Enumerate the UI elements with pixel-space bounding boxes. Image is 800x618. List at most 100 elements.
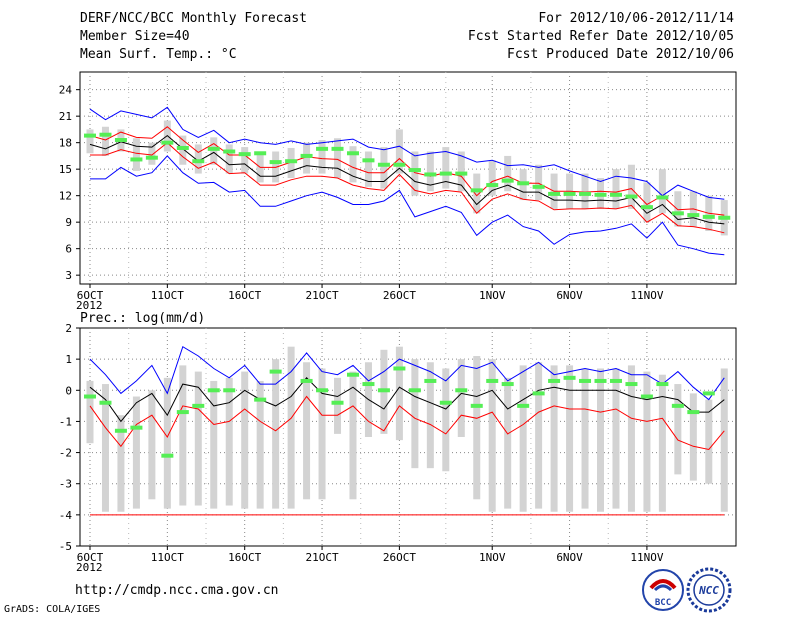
observation-mark	[408, 388, 421, 393]
x-tick-label: 26OCT	[383, 551, 416, 564]
ensemble-box	[210, 380, 218, 509]
observation-mark	[346, 372, 359, 377]
ensemble-box	[86, 380, 94, 444]
ensemble-box	[643, 182, 651, 223]
observation-mark	[269, 160, 282, 165]
observation-mark	[408, 168, 421, 173]
ensemble-box	[395, 346, 403, 441]
ensemble-box	[597, 368, 605, 512]
observation-mark	[316, 146, 329, 151]
ensemble-box	[473, 356, 481, 500]
ensemble-box	[674, 384, 682, 475]
observation-mark	[176, 145, 189, 150]
observation-mark	[238, 152, 251, 157]
observation-mark	[145, 155, 158, 160]
observation-mark	[424, 378, 437, 383]
series-line-lower	[89, 395, 725, 451]
observation-mark	[331, 146, 344, 151]
observation-mark	[84, 133, 96, 138]
x-tick-label: 11OCT	[151, 551, 184, 564]
observation-mark	[161, 453, 174, 458]
ensemble-box	[705, 399, 713, 484]
series-line-mean	[89, 377, 725, 423]
observation-mark	[625, 382, 638, 387]
y-tick-label: 2	[65, 322, 72, 335]
observation-mark	[548, 191, 561, 196]
x-tick-label: 1NOV	[479, 551, 506, 564]
x-tick-label: 6NOV	[556, 289, 583, 302]
chart-title: DERF/NCC/BCC Monthly Forecast	[80, 11, 307, 26]
ensemble-box	[194, 371, 202, 506]
observation-mark	[640, 205, 653, 210]
observation-mark	[671, 403, 684, 408]
ensemble-box	[179, 135, 187, 165]
observation-mark	[486, 183, 499, 188]
x-tick-label: 6OCT	[77, 551, 104, 564]
observation-mark	[254, 151, 267, 156]
observation-mark	[84, 394, 96, 399]
observation-mark	[563, 375, 576, 380]
observation-mark	[161, 140, 174, 145]
forecast-period: For 2012/10/06-2012/11/14	[538, 11, 734, 26]
bcc-logo-text: BCC	[655, 598, 671, 608]
observation-mark	[424, 172, 437, 177]
y-tick-label: 3	[65, 269, 72, 282]
ensemble-box	[643, 371, 651, 512]
y-tick-label: 1	[65, 353, 72, 366]
ensemble-box	[148, 390, 156, 500]
ensemble-box	[210, 137, 218, 165]
observation-mark	[501, 382, 514, 387]
ensemble-box	[303, 142, 311, 174]
ensemble-box	[457, 359, 465, 437]
observation-mark	[269, 369, 282, 374]
x-tick-label: 26OCT	[383, 289, 416, 302]
series-line-upper-red	[89, 126, 725, 216]
fcst-produced-date: Fcst Produced Date 2012/10/06	[507, 47, 734, 62]
ensemble-box	[411, 359, 419, 469]
ensemble-box	[395, 129, 403, 174]
ensemble-box	[442, 147, 450, 189]
ensemble-box	[488, 160, 496, 196]
plot-frame	[79, 71, 737, 285]
observation-mark	[532, 391, 545, 396]
x-tick-label: 21OCT	[305, 289, 338, 302]
observation-mark	[594, 192, 607, 197]
ensemble-box	[612, 368, 620, 509]
observation-mark	[687, 410, 700, 415]
observation-mark	[99, 400, 112, 405]
y-tick-label: 15	[59, 163, 72, 176]
observation-mark	[316, 388, 329, 393]
series-line-lower	[90, 142, 725, 234]
ensemble-box	[566, 365, 574, 512]
ensemble-box	[272, 359, 280, 509]
observation-mark	[393, 162, 406, 167]
y-tick-label: 21	[59, 110, 72, 123]
ensemble-box	[303, 362, 311, 500]
observation-mark	[300, 153, 313, 158]
ensemble-box	[535, 362, 543, 509]
observation-mark	[207, 388, 220, 393]
observation-mark	[671, 211, 684, 216]
member-size: Member Size=40	[80, 29, 190, 44]
observation-mark	[300, 378, 313, 383]
observation-mark	[285, 159, 298, 164]
ensemble-box	[101, 126, 109, 156]
observation-mark	[114, 138, 127, 143]
x-tick-label: 21OCT	[305, 551, 338, 564]
x-tick-label: 11NOV	[630, 289, 663, 302]
ensemble-box	[519, 365, 527, 512]
observation-mark	[656, 195, 669, 200]
y-tick-label: -3	[59, 478, 72, 491]
ensemble-box	[612, 169, 620, 209]
ensemble-box	[658, 169, 666, 214]
ensemble-box	[720, 368, 728, 512]
observation-mark	[718, 215, 731, 220]
observation-mark	[609, 378, 622, 383]
ensemble-box	[101, 384, 109, 512]
ensemble-box	[411, 151, 419, 196]
y-tick-label: 0	[65, 384, 72, 397]
variable-label: Mean Surf. Temp.: °C	[80, 47, 237, 62]
ensemble-box	[132, 138, 140, 171]
observation-mark	[207, 146, 220, 151]
